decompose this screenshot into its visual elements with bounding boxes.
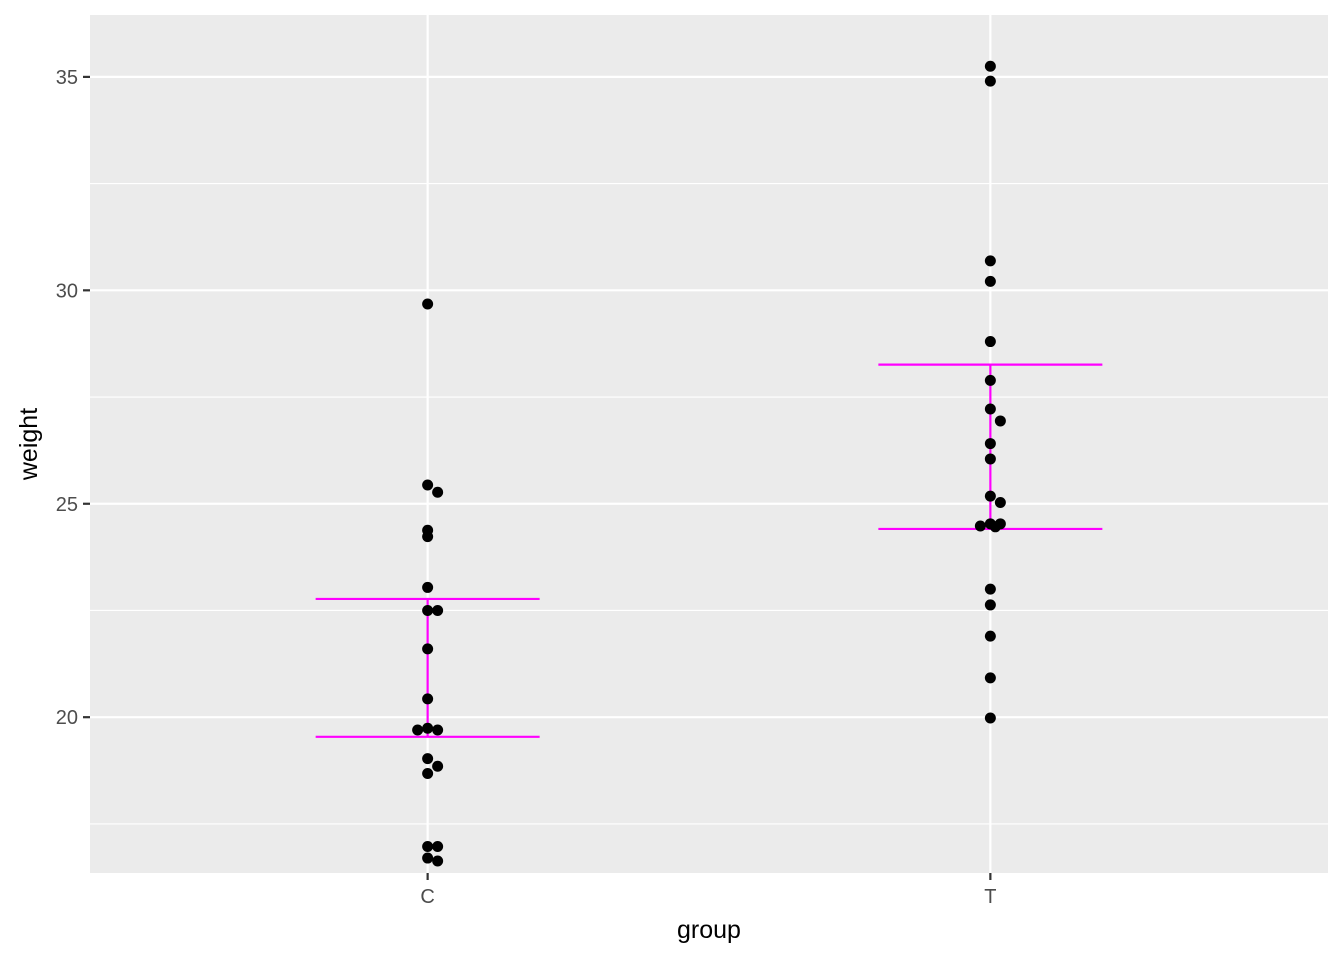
data-point	[984, 672, 996, 684]
plot-panel	[90, 15, 1328, 873]
data-point	[422, 841, 434, 853]
x-tick-label: T	[984, 886, 996, 908]
data-point	[974, 520, 986, 532]
data-point	[422, 581, 434, 593]
y-tick-label: 20	[56, 707, 78, 729]
data-point	[432, 724, 444, 736]
y-tick-label: 35	[56, 67, 78, 89]
y-tick-label: 30	[56, 280, 78, 302]
data-point	[984, 583, 996, 595]
data-point	[984, 60, 996, 72]
data-point	[989, 521, 1001, 533]
data-point	[422, 298, 434, 310]
data-point	[994, 415, 1006, 427]
data-point	[422, 852, 434, 864]
data-point	[422, 693, 434, 705]
data-point	[422, 531, 434, 543]
data-point	[984, 275, 996, 287]
y-axis: 20 25 30 35	[56, 67, 90, 729]
data-point	[984, 453, 996, 465]
data-point	[984, 374, 996, 386]
data-points	[412, 60, 1006, 867]
x-tick-label: C	[420, 886, 434, 908]
data-point	[432, 855, 444, 867]
data-point	[432, 760, 444, 772]
data-point	[984, 403, 996, 415]
data-point	[422, 604, 434, 616]
data-point	[984, 599, 996, 611]
data-point	[432, 486, 444, 498]
data-point	[422, 753, 434, 765]
y-tick-label: 25	[56, 494, 78, 516]
data-point	[412, 724, 424, 736]
x-axis-title: group	[677, 916, 741, 944]
y-axis-title: weight	[15, 408, 43, 481]
data-point	[432, 604, 444, 616]
grid-lines	[90, 15, 1328, 873]
error-bar-C	[315, 597, 540, 738]
data-point	[984, 75, 996, 87]
data-point	[984, 712, 996, 724]
data-point	[984, 255, 996, 267]
data-point	[984, 438, 996, 450]
data-point	[984, 630, 996, 642]
data-point	[432, 841, 444, 853]
data-point	[422, 722, 434, 734]
data-point	[994, 496, 1006, 508]
data-point	[984, 336, 996, 348]
data-point	[422, 768, 434, 780]
data-point	[422, 479, 434, 491]
data-point	[984, 490, 996, 502]
data-point	[422, 643, 434, 655]
